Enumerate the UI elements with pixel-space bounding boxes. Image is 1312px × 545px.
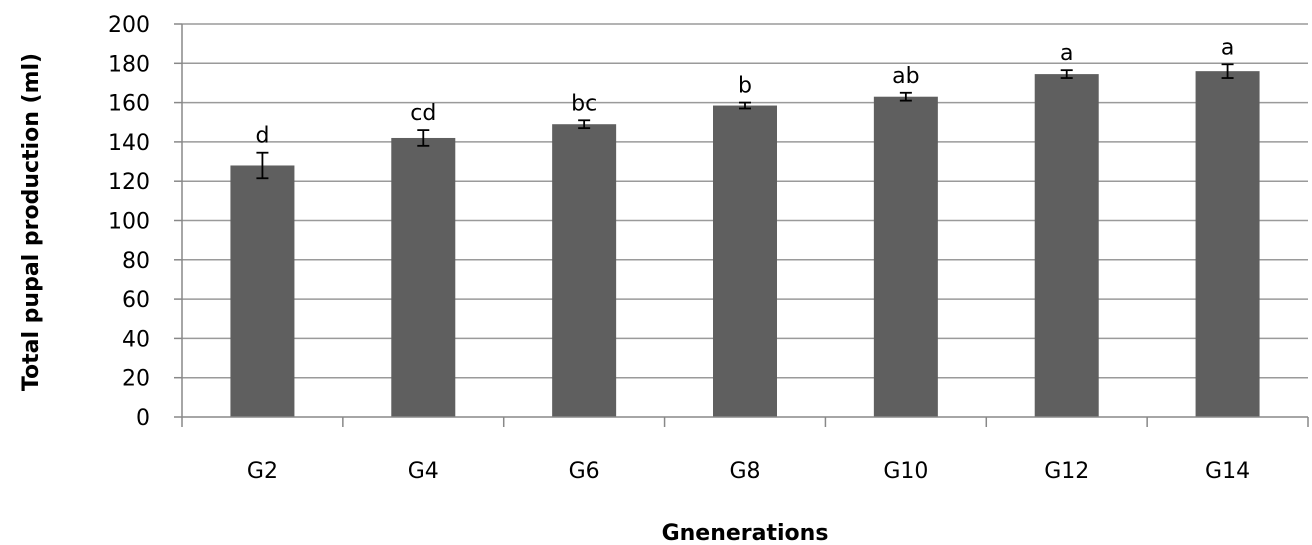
y-tick-label: 180 — [108, 52, 150, 77]
x-tick-label: G14 — [1205, 459, 1250, 484]
y-tick-label: 60 — [122, 288, 150, 313]
bar-g12 — [1034, 74, 1099, 418]
x-axis: G2 G4 G6 G8 G10 G12 G14 — [181, 24, 1309, 484]
y-tick-label: 0 — [136, 406, 150, 431]
bar-g8 — [713, 105, 777, 418]
bar-g4 — [391, 137, 456, 417]
bars — [230, 71, 1260, 418]
y-tick-label: 80 — [122, 249, 150, 274]
bar-g2 — [230, 165, 295, 417]
significance-label: cd — [410, 101, 436, 126]
error-bar-g10 — [899, 91, 912, 102]
y-axis-title: Total pupal production (ml) — [19, 53, 44, 391]
error-bar-g2 — [256, 151, 269, 180]
x-tick-label: G8 — [729, 459, 760, 484]
error-bar-g4 — [417, 129, 430, 147]
x-tick-label: G12 — [1044, 459, 1089, 484]
x-tick-label: G4 — [408, 459, 439, 484]
bar-g14 — [1195, 71, 1260, 417]
error-bar-g6 — [578, 119, 591, 130]
x-axis-title: Gnenerations — [662, 521, 829, 545]
significance-label: bc — [571, 91, 597, 116]
significance-label: b — [738, 74, 752, 99]
y-tick-label: 140 — [108, 131, 150, 156]
x-tick-label: G10 — [883, 459, 928, 484]
bar-g10 — [873, 96, 938, 417]
error-bar-g8 — [739, 101, 751, 110]
error-bar-g12 — [1060, 69, 1073, 79]
x-tick-label: G6 — [569, 459, 600, 484]
y-tick-label: 100 — [108, 210, 150, 235]
x-tick-label: G2 — [247, 459, 278, 484]
significance-label: ab — [892, 64, 919, 89]
significance-label: d — [255, 124, 269, 149]
y-tick-label: 200 — [108, 13, 150, 38]
error-bars — [256, 63, 1234, 180]
significance-label: a — [1060, 41, 1073, 66]
y-tick-label: 40 — [122, 327, 150, 352]
y-axis-ticks: 0 20 40 60 80 100 120 140 160 180 200 — [108, 13, 182, 431]
y-tick-label: 160 — [108, 92, 150, 117]
significance-label: a — [1221, 35, 1234, 60]
bar-g6 — [552, 124, 617, 417]
error-bar-g14 — [1221, 63, 1234, 79]
y-tick-label: 120 — [108, 170, 150, 195]
y-tick-label: 20 — [122, 367, 150, 392]
significance-labels: d cd bc b ab a a — [255, 35, 1234, 148]
